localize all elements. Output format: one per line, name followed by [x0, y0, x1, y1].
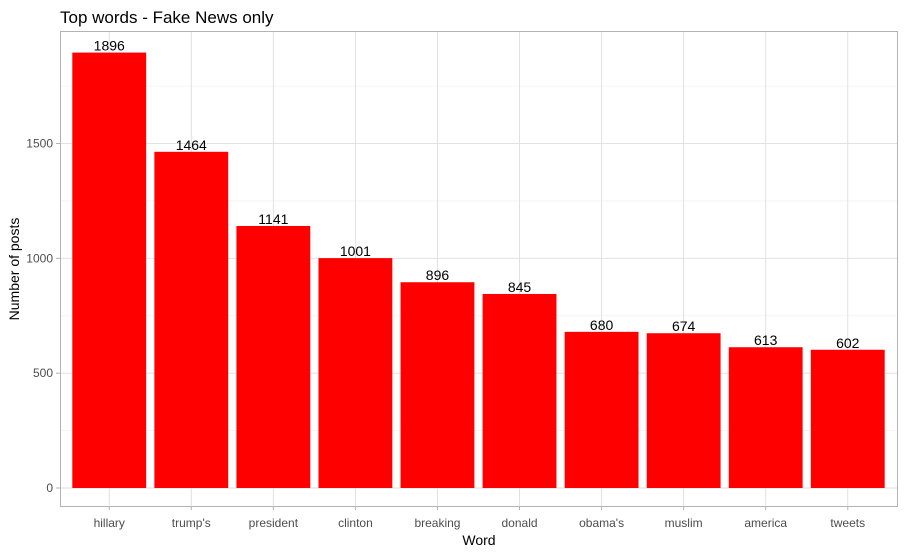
bar [482, 293, 557, 488]
data-labels: 1896 1464 1141 1001 896 845 680 674 613 602 [94, 38, 860, 351]
bar-value-label: 680 [590, 317, 614, 333]
y-tick-label: 1500 [26, 137, 53, 151]
bar-value-label: 1001 [340, 243, 371, 259]
y-axis-ticks: 0 500 1000 1500 [26, 137, 60, 495]
bar [646, 333, 721, 488]
y-axis-label: Number of posts [6, 218, 22, 321]
bar-value-label: 602 [836, 335, 860, 351]
plot-panel-border [60, 31, 898, 507]
x-tick-label: america [744, 516, 787, 530]
bars [72, 52, 885, 488]
x-tick-label: clinton [338, 516, 373, 530]
bar [810, 349, 885, 488]
bar [236, 225, 311, 488]
bar [728, 347, 803, 488]
x-tick-label: tweets [830, 516, 865, 530]
x-tick-label: donald [502, 516, 538, 530]
bar [564, 331, 639, 488]
bar-value-label: 896 [426, 267, 450, 283]
x-tick-label: president [249, 516, 299, 530]
bar [154, 151, 229, 488]
bar [72, 52, 147, 488]
x-axis-ticks: hillary trump's president clinton breaking do… [94, 506, 865, 530]
x-axis-label: Word [462, 532, 495, 548]
bar-value-label: 1464 [176, 137, 207, 153]
bar [318, 258, 393, 488]
bar-value-label: 845 [508, 279, 532, 295]
y-tick-label: 500 [33, 366, 53, 380]
x-tick-label: obama's [579, 516, 624, 530]
y-tick-label: 1000 [26, 251, 53, 265]
x-tick-label: breaking [414, 516, 460, 530]
bar-value-label: 674 [672, 318, 696, 334]
bar-value-label: 613 [754, 332, 778, 348]
y-tick-label: 0 [46, 481, 53, 495]
chart-title: Top words - Fake News only [60, 8, 274, 27]
bar-value-label: 1896 [94, 38, 125, 54]
x-tick-label: trump's [172, 516, 211, 530]
x-tick-label: hillary [94, 516, 125, 530]
bar [400, 282, 475, 488]
bar-value-label: 1141 [258, 211, 288, 227]
x-tick-label: muslim [665, 516, 703, 530]
